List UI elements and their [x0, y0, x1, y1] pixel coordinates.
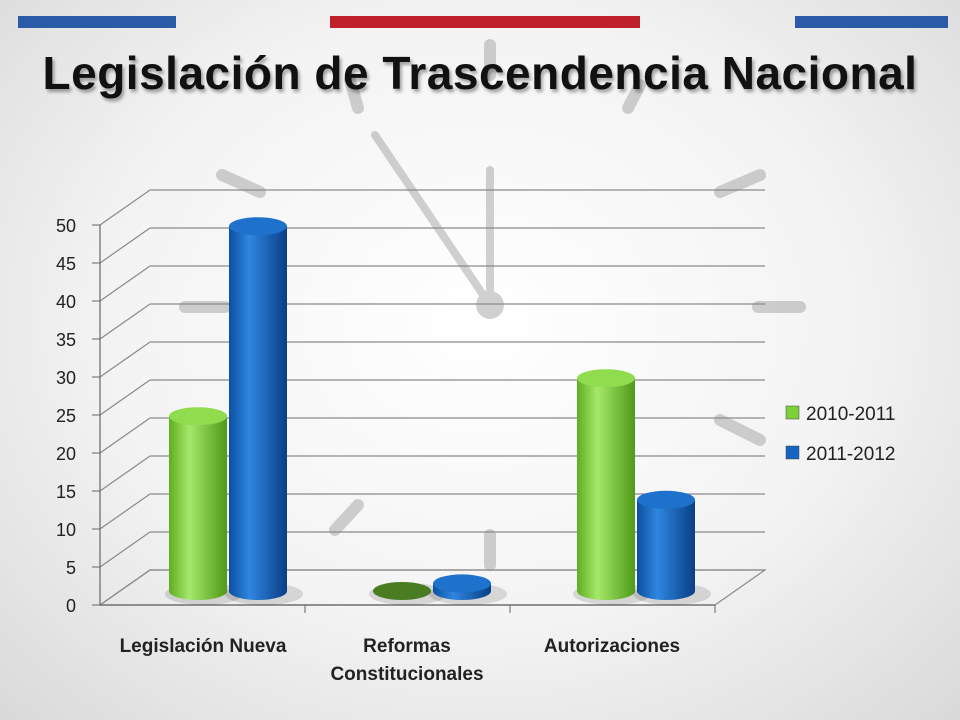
gridline-side: [99, 265, 151, 302]
category-label: Legislación Nueva: [120, 636, 287, 657]
gridline-side: [99, 189, 151, 226]
value-axis: 0 5 10 15 20 25 30 35 40 45 50: [56, 216, 715, 616]
y-tick-label: 30: [56, 368, 76, 388]
chart-title: Legislación de Trascendencia Nacional: [42, 47, 918, 99]
gridline-side: [99, 417, 151, 454]
y-tick-label: 0: [66, 596, 76, 616]
category-label: Constitucionales: [330, 664, 483, 685]
y-tick-label: 25: [56, 406, 76, 426]
legend-item: 2010-2011: [785, 404, 895, 425]
category-axis: Legislación Nueva Reformas Constitucionale…: [120, 605, 716, 685]
y-tick-label: 40: [56, 292, 76, 312]
top-stripe-left: [18, 16, 176, 28]
bar-2010-2011-0: [165, 407, 243, 605]
category-label: Reformas: [363, 636, 451, 657]
chart-legend: 2010-2011 2011-2012: [785, 404, 895, 465]
gridline-side: [99, 303, 151, 340]
top-stripe-center: [330, 16, 640, 28]
y-tick-label: 45: [56, 254, 76, 274]
bar-2010-2011-1: [369, 582, 447, 605]
y-tick-label: 50: [56, 216, 76, 236]
y-tick-label: 15: [56, 482, 76, 502]
bar-2011-2012-1: [429, 574, 507, 605]
gridline-side: [99, 493, 151, 530]
y-tick-label: 35: [56, 330, 76, 350]
bar-2011-2012-0: [225, 217, 303, 605]
bar-2010-2011-2: [573, 369, 651, 605]
legend-swatch: [785, 445, 800, 460]
y-tick-label: 10: [56, 520, 76, 540]
gridline-side: [99, 455, 151, 492]
gridline-side: [99, 379, 151, 416]
gridline-side: [99, 341, 151, 378]
y-tick-label: 5: [66, 558, 76, 578]
gridline-side: [99, 227, 151, 264]
chart-bars: [165, 217, 711, 605]
legend-swatch: [785, 405, 800, 420]
y-tick-label: 20: [56, 444, 76, 464]
legend-label: 2010-2011: [806, 404, 895, 425]
top-stripe-right: [795, 16, 948, 28]
legend-label: 2011-2012: [806, 444, 895, 465]
gridline-side: [99, 531, 151, 568]
clock-watermark: [179, 39, 806, 571]
legend-item: 2011-2012: [785, 444, 895, 465]
bar-2011-2012-2: [633, 490, 711, 605]
category-label: Autorizaciones: [544, 636, 680, 657]
